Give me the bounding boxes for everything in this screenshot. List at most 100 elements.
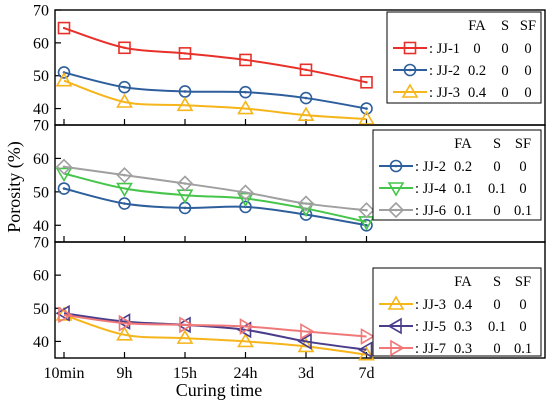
data-point <box>239 53 252 67</box>
y-tick-label: 60 <box>33 151 49 168</box>
legend-value: 0 <box>501 63 508 79</box>
legend-marker <box>387 295 405 310</box>
series-line <box>63 165 367 212</box>
legend-value: 0.1 <box>454 203 472 219</box>
legend-label: : JJ-3 <box>429 85 460 101</box>
legend-value: 0.3 <box>454 319 472 335</box>
legend-value: 0 <box>493 341 500 357</box>
legend-box <box>372 129 542 221</box>
data-point <box>297 337 315 353</box>
legend: FA S SF: JJ-1 0 0 0: JJ-2 0.2 0 0: JJ-3 0.4 0 0 <box>386 11 542 104</box>
legend-value: 0.2 <box>454 159 472 175</box>
data-point <box>239 85 252 99</box>
series-JJ-1 <box>57 21 373 89</box>
legend-header: S <box>493 274 501 290</box>
legend-marker <box>387 182 405 197</box>
legend-marker <box>390 339 405 357</box>
legend-label: : JJ-6 <box>415 203 446 219</box>
data-point <box>237 99 254 115</box>
data-point <box>179 316 194 334</box>
data-point <box>299 91 313 105</box>
data-point <box>237 184 254 201</box>
legend-label: : JJ-3 <box>415 297 446 313</box>
data-point <box>360 218 373 232</box>
data-point <box>116 167 133 184</box>
data-point <box>360 75 373 89</box>
legend-value: 0 <box>524 85 531 101</box>
series-JJ-7 <box>58 306 376 345</box>
legend-label: : JJ-1 <box>429 41 460 57</box>
legend-marker <box>389 159 403 173</box>
legend: FA S SF: JJ-3 0.4 0 0: JJ-5 0.3 0.1 0: JJ-7 0.3 0 0… <box>372 267 542 357</box>
legend-value: 0 <box>519 181 526 197</box>
legend-value: 0 <box>493 203 500 219</box>
data-point <box>297 106 315 121</box>
panel-3: 40 50 60 70 10min 9h 15h 24h 3d 7d FA S SF: JJ-3 0.4 0… <box>33 235 546 382</box>
legend-label: : JJ-4 <box>415 181 447 197</box>
data-point <box>118 80 131 94</box>
series-JJ-2 <box>57 182 373 232</box>
x-tick-label: 9h <box>117 365 133 382</box>
legend-header: S <box>501 18 509 34</box>
data-point <box>299 63 313 77</box>
panel-2: 40 50 60 70 FA S SF: JJ-2 0.2 0 0: JJ-4 0.1 0.1 0: J… <box>33 118 546 243</box>
x-tick-label: 24h <box>234 365 258 382</box>
legend-marker <box>387 317 402 335</box>
legend-value: 0 <box>493 159 500 175</box>
x-tick-label: 10min <box>44 365 85 382</box>
data-point <box>118 314 134 332</box>
y-tick-label: 40 <box>33 218 49 235</box>
y-tick-label: 50 <box>33 68 49 85</box>
legend-value: 0 <box>493 297 500 313</box>
legend-value: 0 <box>519 159 526 175</box>
legend-value: 0 <box>473 41 480 57</box>
series-JJ-3 <box>55 72 375 125</box>
legend-value: 0.2 <box>468 63 486 79</box>
data-point <box>358 346 375 361</box>
y-tick-label: 60 <box>33 35 49 52</box>
data-point <box>360 102 373 115</box>
data-point <box>116 182 133 198</box>
data-point <box>176 329 194 344</box>
legend-box <box>372 267 542 357</box>
series-JJ-6 <box>55 158 375 219</box>
x-tick-label: 3d <box>298 365 314 382</box>
legend-header: FA <box>468 18 486 34</box>
legend-marker <box>401 83 419 98</box>
legend-value: 0 <box>501 41 508 57</box>
legend-header: SF <box>520 18 536 34</box>
legend-header: FA <box>454 274 472 290</box>
data-point <box>55 167 73 183</box>
legend-label: : JJ-2 <box>415 159 446 175</box>
data-point <box>57 182 71 195</box>
y-tick-label: 40 <box>33 334 49 351</box>
data-point <box>237 332 254 348</box>
data-point <box>358 202 375 219</box>
series-JJ-2 <box>57 66 373 115</box>
y-axis-label: Porosity (%) <box>4 141 25 233</box>
x-tick-label: 15h <box>173 365 197 382</box>
series-line <box>63 187 367 227</box>
legend: FA S SF: JJ-2 0.2 0 0: JJ-4 0.1 0.1 0: JJ-6 0.1 0 0… <box>372 129 542 221</box>
legend-marker <box>403 63 417 77</box>
data-point <box>300 323 315 340</box>
data-point <box>297 195 315 212</box>
data-point <box>57 21 71 35</box>
y-tick-label: 70 <box>33 118 49 135</box>
y-tick-label: 50 <box>33 184 49 201</box>
legend-label: : JJ-2 <box>429 63 460 79</box>
data-point <box>116 93 133 108</box>
series-line <box>63 172 367 223</box>
data-point <box>297 333 312 350</box>
legend-value: 0.1 <box>488 319 506 335</box>
y-tick-label: 70 <box>33 235 49 252</box>
legend-value: 0.4 <box>454 297 473 313</box>
data-point <box>239 318 255 335</box>
legend-header: S <box>493 136 501 152</box>
legend-value: 0 <box>519 319 526 335</box>
legend-box <box>386 11 542 104</box>
legend-value: 0 <box>524 63 531 79</box>
legend-header: FA <box>454 136 472 152</box>
